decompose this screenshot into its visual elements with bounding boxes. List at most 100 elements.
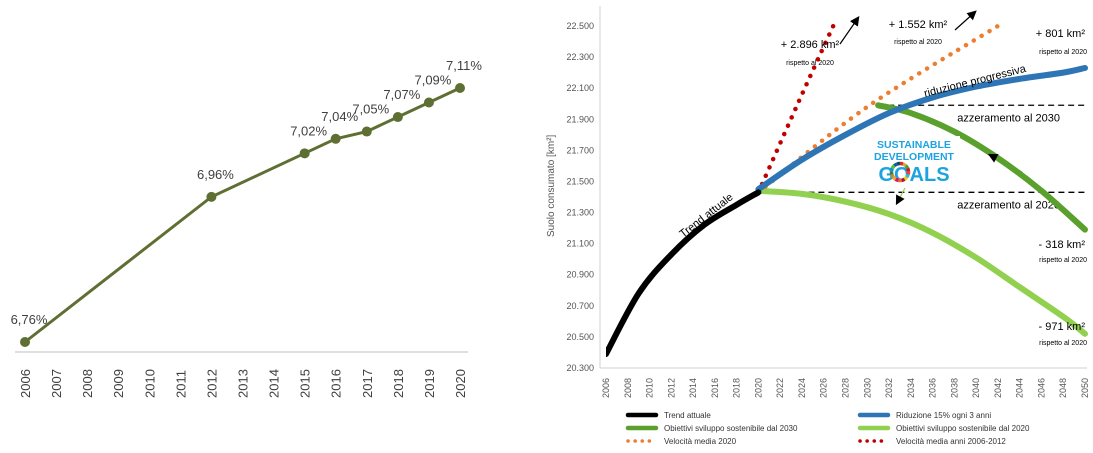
y-tick-label: 21.900	[566, 114, 594, 124]
y-tick-label: 22.300	[566, 52, 594, 62]
x-tick-label: 2010	[142, 369, 157, 398]
x-tick-label: 2020	[453, 369, 468, 398]
annotation-value: + 801 km²	[1036, 28, 1086, 40]
x-tick-label: 2038	[949, 378, 959, 398]
x-tick-label: 2050	[1080, 378, 1090, 398]
series-line-0	[606, 192, 758, 354]
x-tick-label: 2016	[329, 369, 344, 398]
data-label: 7,11%	[446, 58, 482, 73]
x-tick-label: 2012	[666, 378, 676, 398]
y-tick-label: 22.100	[566, 83, 594, 93]
x-tick-label: 2020	[753, 378, 763, 398]
sdg-wheel-segment	[907, 174, 908, 177]
x-tick-label: 2019	[422, 369, 437, 398]
x-tick-label: 2014	[267, 369, 282, 398]
y-tick-label: 20.500	[566, 332, 594, 342]
sdg-wheel-segment	[902, 179, 905, 180]
x-tick-label: 2032	[884, 378, 894, 398]
x-tick-label: 2040	[971, 378, 981, 398]
legend-label: Velocità media 2020	[664, 437, 737, 446]
x-tick-label: 2018	[391, 369, 406, 398]
sdg-wheel-segment	[892, 174, 893, 177]
y-axis-title: Suolo consumato [km²]	[546, 135, 557, 237]
sdg-wheel-segment	[894, 164, 897, 166]
x-tick-label: 2007	[49, 369, 64, 398]
x-tick-label: 2012	[204, 369, 219, 398]
x-tick-label: 2011	[173, 370, 188, 398]
x-tick-label: 2016	[710, 378, 720, 398]
data-point	[300, 148, 310, 158]
annotation-value: - 318 km²	[1039, 239, 1086, 251]
data-point	[20, 337, 30, 347]
x-tick-label: 2034	[906, 378, 916, 398]
legend-label: Trend attuale	[664, 411, 711, 420]
data-point	[206, 192, 216, 202]
annotation-note: rispetto al 2020	[786, 60, 834, 67]
data-point	[393, 112, 403, 122]
right-projection-chart: 20.300 20.500 20.700 20.900 21.100 21.300 21.5…	[546, 6, 1090, 446]
annotation-note: rispetto al 2020	[1039, 49, 1087, 56]
reference-line-label: azzeramento al 2030	[957, 112, 1060, 124]
x-tick-label: 2042	[993, 378, 1003, 398]
x-tick-label: 2017	[360, 369, 375, 398]
y-tick-label: 21.500	[566, 176, 594, 186]
data-label: 7,05%	[352, 102, 389, 117]
data-label: 7,09%	[414, 73, 451, 88]
x-tick-label: 2008	[623, 378, 633, 398]
x-tick-label: 2006	[601, 378, 611, 398]
x-tick-label: 2046	[1036, 378, 1046, 398]
x-tick-label: 2010	[645, 378, 655, 398]
x-tick-label: 2048	[1058, 378, 1068, 398]
y-tick-label: 21.700	[566, 145, 594, 155]
x-tick-label: 2044	[1015, 378, 1025, 398]
sdg-logo-line1: SUSTAINABLE	[877, 139, 951, 151]
sdg-wheel-segment	[896, 179, 899, 180]
annotation-note: rispetto al 2020	[1039, 340, 1087, 347]
annotation-note: rispetto al 2020	[1039, 257, 1087, 264]
x-tick-label: 2024	[797, 378, 807, 398]
data-point	[362, 127, 372, 137]
series-line-3	[758, 191, 1085, 334]
x-tick-label: 2022	[775, 378, 785, 398]
data-label: 7,02%	[290, 123, 327, 138]
reference-line-label: azzeramento al 2020	[957, 199, 1060, 211]
series-line	[25, 88, 460, 342]
y-tick-label: 20.300	[566, 363, 594, 373]
data-label: 6,76%	[11, 312, 48, 327]
sdg-wheel-segment	[903, 164, 906, 166]
sdg-wheel-segment	[904, 177, 906, 179]
sdg-wheel-segment	[892, 168, 893, 171]
x-tick-label: 2026	[819, 378, 829, 398]
y-tick-label: 21.100	[566, 239, 594, 249]
x-tick-label: 2009	[111, 369, 126, 398]
x-tick-label: 2030	[862, 378, 872, 398]
sdg-arrow	[990, 155, 1022, 172]
x-tick-label: 2018	[732, 378, 742, 398]
sdg-logo-line2: DEVELOPMENT	[874, 151, 955, 163]
x-tick-label: 2036	[928, 378, 938, 398]
annotation-note: rispetto al 2020	[894, 39, 942, 46]
trend-curve-label: Trend attuale	[677, 191, 735, 240]
data-label: 7,07%	[383, 87, 420, 102]
x-tick-label: 2015	[298, 369, 313, 398]
annotation-arrow	[955, 12, 975, 30]
annotation-value: + 1.552 km²	[889, 19, 948, 31]
y-tick-label: 21.300	[566, 208, 594, 218]
y-tick-label: 20.900	[566, 270, 594, 280]
sdg-logo-line3: GOALS	[878, 164, 949, 186]
data-label: 6,96%	[197, 167, 234, 182]
annotation-value: + 2.896 km²	[781, 39, 840, 51]
sdg-wheel-segment	[897, 164, 900, 165]
y-tick-label: 20.700	[566, 301, 594, 311]
data-point	[455, 83, 465, 93]
annotation-value: - 971 km²	[1039, 321, 1086, 333]
annotation-arrow	[840, 18, 858, 44]
data-point	[424, 98, 434, 108]
sdg-wheel-segment	[892, 166, 894, 168]
sdg-wheel-segment	[900, 164, 903, 165]
x-tick-label: 2028	[841, 378, 851, 398]
x-tick-label: 2008	[80, 369, 95, 398]
sdg-wheel-segment	[906, 166, 908, 168]
